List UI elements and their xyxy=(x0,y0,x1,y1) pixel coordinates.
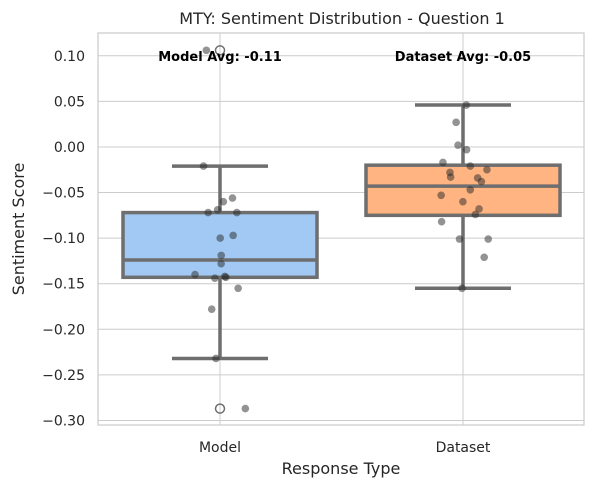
data-point xyxy=(447,173,455,181)
data-point xyxy=(214,206,222,214)
y-tick-label: −0.10 xyxy=(42,231,85,247)
data-point xyxy=(466,162,474,170)
data-point xyxy=(234,284,242,292)
annotation-dataset-avg: Dataset Avg: -0.05 xyxy=(395,50,531,65)
data-point xyxy=(456,235,464,243)
data-point xyxy=(483,166,491,174)
x-axis-label: Response Type xyxy=(282,459,401,478)
x-tick-label: Dataset xyxy=(436,440,491,456)
y-tick-label: −0.05 xyxy=(42,186,85,202)
x-tick-label: Model xyxy=(199,440,241,456)
box-dataset xyxy=(366,101,560,292)
data-point xyxy=(222,274,230,282)
chart-title: MTY: Sentiment Distribution - Question 1 xyxy=(179,9,505,28)
data-point xyxy=(466,186,474,194)
data-point xyxy=(454,141,462,149)
data-point xyxy=(438,218,446,226)
y-tick-label: 0.10 xyxy=(54,49,85,65)
data-point xyxy=(229,232,237,240)
data-point xyxy=(439,159,447,167)
y-tick-label: 0.05 xyxy=(54,94,85,110)
y-tick-label: −0.20 xyxy=(42,322,85,338)
average-annotations: Model Avg: -0.11 Dataset Avg: -0.05 xyxy=(158,50,531,65)
x-axis-ticks: Model Dataset xyxy=(199,440,491,456)
data-point xyxy=(200,162,208,170)
data-point xyxy=(452,119,460,127)
y-tick-label: 0.00 xyxy=(54,140,85,156)
data-point xyxy=(216,234,224,242)
data-point xyxy=(458,284,466,292)
annotation-model-avg: Model Avg: -0.11 xyxy=(158,50,282,65)
data-point xyxy=(480,253,488,261)
data-point xyxy=(242,405,250,413)
y-tick-label: −0.25 xyxy=(42,368,85,384)
data-point xyxy=(459,198,467,206)
data-point xyxy=(472,211,480,219)
data-point xyxy=(478,178,486,186)
data-point xyxy=(463,101,471,109)
data-point xyxy=(212,355,220,363)
data-point xyxy=(217,260,225,268)
data-point xyxy=(484,235,492,243)
data-point xyxy=(204,209,212,217)
box-iqr xyxy=(366,165,560,215)
y-tick-label: −0.15 xyxy=(42,277,85,293)
box-iqr xyxy=(123,213,317,278)
data-point xyxy=(437,191,445,199)
data-point xyxy=(208,305,216,313)
data-point xyxy=(463,146,471,154)
data-point xyxy=(211,274,219,282)
y-axis-label: Sentiment Score xyxy=(9,163,28,296)
data-point xyxy=(217,252,225,260)
data-point xyxy=(220,198,228,206)
data-point xyxy=(233,209,241,217)
data-point xyxy=(229,194,237,202)
y-tick-label: −0.30 xyxy=(42,413,85,429)
y-axis-ticks: 0.10 0.05 0.00 −0.05 −0.10 −0.15 −0.20 −0.25 −0.… xyxy=(42,49,85,430)
data-point xyxy=(191,271,199,279)
